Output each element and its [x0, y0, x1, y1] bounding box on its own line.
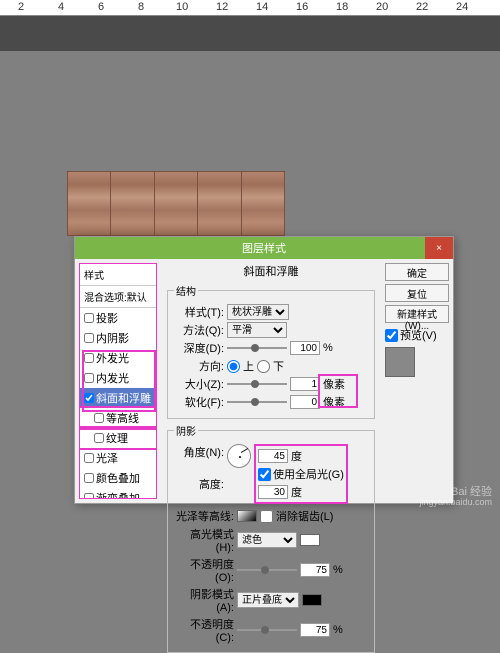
sh-opacity-slider[interactable] [237, 629, 297, 631]
sidebar-item-6[interactable]: 纹理 [80, 428, 156, 448]
method-select[interactable]: 平滑 [227, 322, 287, 338]
effects-sidebar: 样式 混合选项:默认 投影内阴影外发光内发光斜面和浮雕等高线纹理光泽颜色叠加渐变… [79, 263, 157, 499]
sidebar-header-blend[interactable]: 混合选项:默认 [80, 286, 156, 308]
sidebar-item-9[interactable]: 渐变叠加 [80, 488, 156, 499]
ok-button[interactable]: 确定 [385, 263, 449, 281]
soften-input[interactable] [290, 395, 320, 409]
size-input[interactable] [290, 377, 320, 391]
hl-opacity-slider[interactable] [237, 569, 297, 571]
hl-mode-select[interactable]: 滤色 [237, 532, 297, 548]
sh-mode-select[interactable]: 正片叠底 [237, 592, 299, 608]
ruler-horizontal: 2 4 6 8 10 12 14 16 18 20 22 24 [0, 0, 500, 16]
layer-style-dialog: 图层样式 × 样式 混合选项:默认 投影内阴影外发光内发光斜面和浮雕等高线纹理光… [74, 236, 454, 504]
sidebar-item-7[interactable]: 光泽 [80, 448, 156, 468]
altitude-input[interactable] [258, 485, 288, 499]
antialias-check[interactable] [260, 510, 273, 523]
sidebar-header-styles[interactable]: 样式 [80, 264, 156, 286]
hl-opacity-input[interactable] [300, 563, 330, 577]
sidebar-item-2[interactable]: 外发光 [80, 348, 156, 368]
cancel-button[interactable]: 复位 [385, 284, 449, 302]
structure-group: 结构 样式(T): 枕状浮雕 方法(Q): 平滑 深度(D): % 方向: [167, 283, 375, 419]
sh-color[interactable] [302, 594, 322, 606]
hl-color[interactable] [300, 534, 320, 546]
depth-input[interactable] [290, 341, 320, 355]
sidebar-item-8[interactable]: 颜色叠加 [80, 468, 156, 488]
preview-check[interactable] [385, 329, 398, 342]
dir-up-radio[interactable] [227, 360, 240, 373]
settings-panel: 斜面和浮雕 结构 样式(T): 枕状浮雕 方法(Q): 平滑 深度(D): % [161, 259, 381, 503]
size-slider[interactable] [227, 383, 287, 385]
dialog-titlebar[interactable]: 图层样式 × [75, 237, 453, 259]
watermark: Bai 经验 jingyan.baidu.com [419, 486, 492, 508]
wood-preview [67, 171, 285, 236]
sidebar-item-1[interactable]: 内阴影 [80, 328, 156, 348]
sidebar-item-4[interactable]: 斜面和浮雕 [80, 388, 156, 408]
angle-dial[interactable] [227, 444, 251, 468]
preview-swatch [385, 347, 415, 377]
gloss-contour[interactable] [237, 510, 257, 522]
soften-slider[interactable] [227, 401, 287, 403]
sidebar-item-0[interactable]: 投影 [80, 308, 156, 328]
sidebar-item-5[interactable]: 等高线 [80, 408, 156, 428]
shading-group: 阴影 角度(N): 度 使用全局光(G) [167, 423, 375, 653]
sidebar-item-3[interactable]: 内发光 [80, 368, 156, 388]
sh-opacity-input[interactable] [300, 623, 330, 637]
dialog-title: 图层样式 [242, 240, 286, 256]
style-select[interactable]: 枕状浮雕 [227, 304, 289, 320]
canvas-dark-area [0, 16, 500, 51]
close-button[interactable]: × [425, 237, 453, 259]
new-style-button[interactable]: 新建样式(W)... [385, 305, 449, 323]
dialog-right-column: 确定 复位 新建样式(W)... 预览(V) [381, 259, 453, 503]
dir-down-radio[interactable] [257, 360, 270, 373]
depth-slider[interactable] [227, 347, 287, 349]
angle-input[interactable] [258, 449, 288, 463]
global-light-check[interactable] [258, 468, 271, 481]
panel-title: 斜面和浮雕 [167, 263, 375, 279]
